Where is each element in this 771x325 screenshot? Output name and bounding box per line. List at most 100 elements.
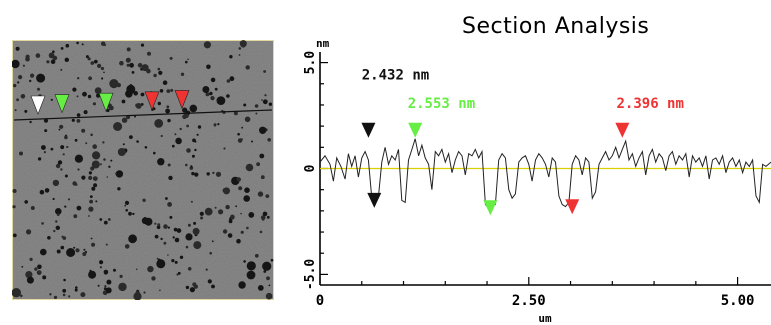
afm-pit (60, 168, 63, 171)
afm-pit (24, 200, 28, 204)
afm-pit (244, 116, 251, 123)
afm-pit (172, 236, 175, 239)
afm-pit (81, 175, 86, 180)
afm-pit (263, 270, 267, 273)
afm-pit (202, 86, 210, 93)
afm-pit (153, 151, 156, 155)
afm-pit (135, 268, 138, 271)
afm-pit (199, 211, 204, 216)
afm-pit (77, 77, 80, 80)
afm-pit (20, 94, 26, 99)
afm-pit (175, 137, 182, 145)
afm-pit (167, 202, 173, 207)
afm-pit (55, 220, 58, 223)
afm-pit (52, 179, 60, 187)
profile-marker (408, 122, 423, 138)
height-annotation: 2.432 nm (362, 68, 429, 84)
afm-pit (217, 123, 220, 126)
afm-pit (194, 148, 197, 152)
afm-pit (87, 94, 92, 99)
afm-pit (104, 285, 107, 288)
afm-pit (169, 215, 173, 219)
afm-pit (81, 43, 84, 46)
afm-pit (205, 268, 208, 271)
profile-marker (367, 192, 382, 208)
afm-pit (122, 143, 125, 146)
afm-pit (182, 114, 187, 119)
afm-pit (104, 271, 108, 275)
afm-pit (132, 212, 135, 216)
afm-pit (62, 288, 67, 293)
afm-pit (17, 81, 20, 84)
afm-pit (140, 103, 144, 106)
afm-pit (30, 73, 35, 78)
afm-pit (263, 70, 266, 73)
afm-pit (136, 140, 139, 143)
afm-pit (133, 91, 138, 96)
afm-pit (12, 288, 21, 298)
axis-labels: nm um (316, 37, 552, 325)
afm-pit (157, 223, 161, 227)
afm-pit (36, 73, 46, 83)
afm-pit (109, 79, 119, 89)
afm-pit (237, 132, 240, 136)
afm-pit (41, 222, 44, 225)
x-tick-label: 5.00 (721, 293, 755, 309)
afm-pit (240, 138, 243, 141)
afm-pit (174, 237, 180, 243)
afm-pit (95, 200, 98, 203)
image-marker (144, 91, 160, 111)
afm-pit (103, 158, 106, 161)
afm-pit (186, 148, 191, 153)
afm-pit (56, 213, 60, 217)
afm-pit (267, 138, 271, 142)
afm-pit (179, 127, 182, 131)
afm-pit (131, 71, 135, 74)
afm-pit (103, 220, 108, 225)
afm-pit (55, 163, 61, 169)
afm-pit (76, 95, 79, 98)
afm-pit (225, 204, 230, 210)
afm-pit (60, 47, 64, 50)
afm-pit (266, 215, 270, 219)
afm-pit (157, 258, 161, 262)
afm-pit (92, 144, 97, 149)
afm-pit (26, 229, 32, 235)
afm-pit (245, 65, 250, 70)
afm-pit (261, 217, 265, 221)
afm-pit (218, 209, 224, 215)
afm-pit (165, 197, 168, 200)
afm-pit (266, 276, 270, 281)
afm-pit (88, 76, 92, 81)
afm-pit (151, 276, 156, 281)
afm-pit (56, 249, 61, 254)
afm-pit (66, 248, 76, 257)
afm-pit (157, 67, 161, 71)
afm-pit (185, 245, 189, 249)
afm-pit (216, 96, 226, 105)
afm-pit (93, 183, 98, 188)
afm-pit (254, 253, 259, 258)
afm-pit (244, 187, 250, 193)
afm-pit (230, 215, 235, 220)
afm-pit (211, 284, 215, 289)
afm-pit (57, 160, 63, 165)
afm-pit (18, 75, 23, 80)
afm-pit (74, 138, 78, 142)
afm-pit (55, 225, 60, 230)
afm-pit (160, 134, 163, 138)
afm-pit (190, 200, 193, 203)
afm-pit (167, 163, 171, 167)
afm-pit (180, 72, 185, 76)
afm-pit (52, 50, 55, 53)
afm-pit (106, 176, 109, 178)
afm-pit (12, 189, 17, 193)
afm-pit (30, 206, 35, 210)
afm-pit (12, 59, 20, 69)
afm-pit (29, 120, 32, 124)
afm-pit (22, 64, 25, 67)
afm-pit (50, 59, 56, 64)
afm-pit (206, 172, 210, 176)
afm-pit (168, 175, 173, 181)
